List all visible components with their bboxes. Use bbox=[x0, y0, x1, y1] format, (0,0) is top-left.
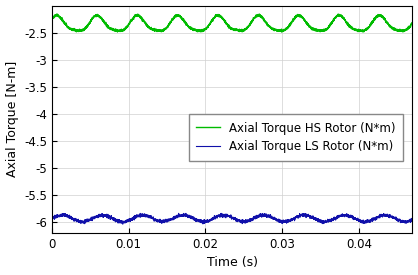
Axial Torque LS Rotor (N*m) bbox=[364, 220, 369, 223]
Axial Torque LS Rotor (N*m) bbox=[403, 219, 408, 222]
Axial Torque LS Rotor (N*m) bbox=[410, 218, 415, 221]
Legend: Axial Torque HS Rotor (N*m), Axial Torque LS Rotor (N*m): Axial Torque HS Rotor (N*m), Axial Torqu… bbox=[189, 114, 403, 161]
Axial Torque LS Rotor (N*m) bbox=[188, 215, 193, 219]
Axial Torque HS Rotor (N*m) bbox=[115, 30, 120, 34]
Axial Torque LS Rotor (N*m) bbox=[91, 217, 96, 220]
Axial Torque HS Rotor (N*m) bbox=[403, 29, 408, 32]
Axial Torque HS Rotor (N*m) bbox=[257, 12, 262, 16]
Axial Torque HS Rotor (N*m) bbox=[91, 16, 96, 19]
Line: Axial Torque HS Rotor (N*m): Axial Torque HS Rotor (N*m) bbox=[52, 14, 413, 32]
Axial Torque LS Rotor (N*m) bbox=[120, 222, 125, 226]
Axial Torque LS Rotor (N*m) bbox=[176, 212, 181, 215]
Axial Torque HS Rotor (N*m) bbox=[410, 21, 415, 24]
Axial Torque LS Rotor (N*m) bbox=[49, 215, 54, 219]
Axial Torque HS Rotor (N*m) bbox=[188, 26, 193, 29]
Axial Torque LS Rotor (N*m) bbox=[112, 218, 117, 221]
Y-axis label: Axial Torque [N-m]: Axial Torque [N-m] bbox=[5, 61, 18, 177]
Axial Torque HS Rotor (N*m) bbox=[49, 16, 54, 19]
Axial Torque HS Rotor (N*m) bbox=[204, 26, 209, 30]
Axial Torque LS Rotor (N*m) bbox=[204, 219, 209, 222]
Line: Axial Torque LS Rotor (N*m): Axial Torque LS Rotor (N*m) bbox=[52, 213, 413, 224]
Axial Torque HS Rotor (N*m) bbox=[112, 28, 117, 31]
X-axis label: Time (s): Time (s) bbox=[207, 257, 258, 269]
Axial Torque HS Rotor (N*m) bbox=[364, 28, 369, 31]
